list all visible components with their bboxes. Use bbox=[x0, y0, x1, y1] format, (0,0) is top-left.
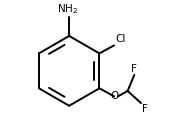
Text: Cl: Cl bbox=[116, 34, 126, 44]
Text: F: F bbox=[131, 63, 137, 74]
Text: O: O bbox=[110, 91, 118, 101]
Text: NH$_2$: NH$_2$ bbox=[57, 3, 78, 16]
Text: F: F bbox=[142, 104, 148, 114]
